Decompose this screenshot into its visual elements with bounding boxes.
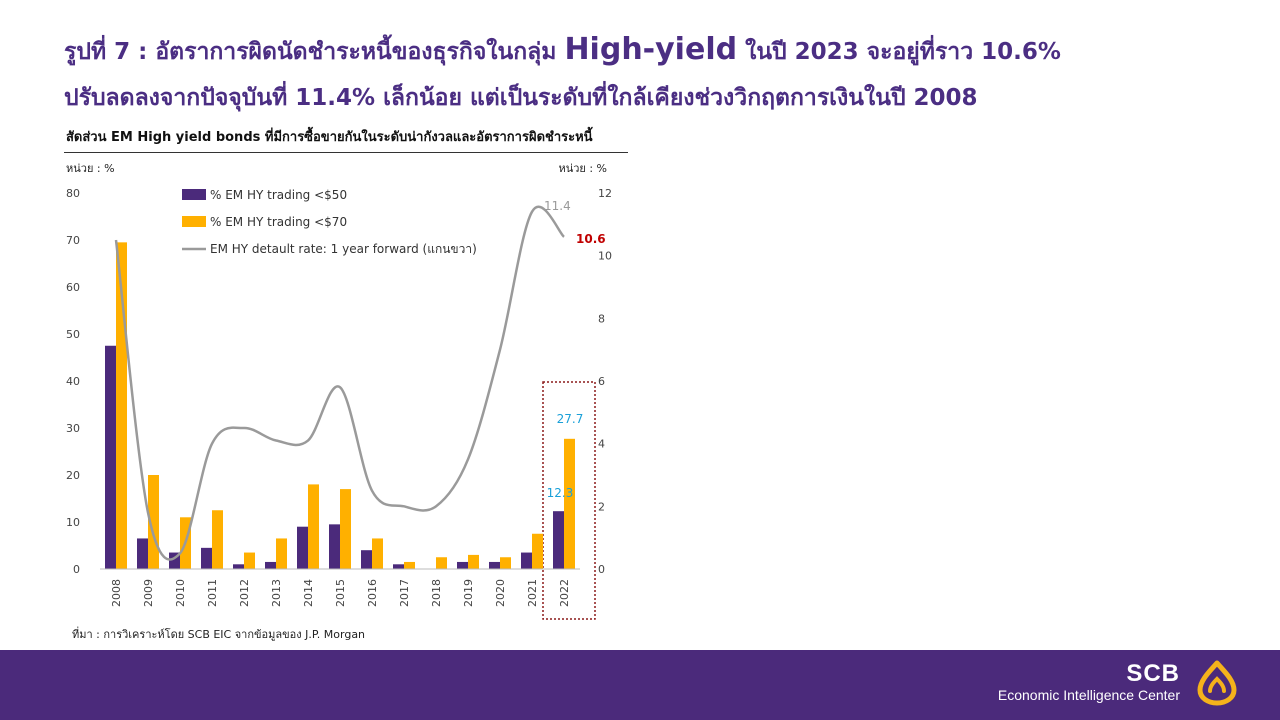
- y-right-tick-label: 4: [598, 438, 605, 451]
- legend-label-under-50: % EM HY trading <$50: [210, 188, 347, 202]
- bar-trading-under-70: [500, 557, 511, 569]
- bar-trading-under-70: [468, 554, 479, 569]
- x-tick-label: 2021: [526, 579, 539, 607]
- y-right-tick-label: 0: [598, 563, 605, 576]
- y-right-tick-label: 2: [598, 500, 605, 513]
- bar-trading-under-50: [553, 511, 564, 569]
- x-tick-label: 2016: [366, 579, 379, 607]
- headline-line-1: รูปที่ 7 : อัตราการผิดนัดชำระหนี้ของธุรก…: [64, 32, 1244, 70]
- y-left-tick-label: 30: [66, 422, 80, 435]
- y-left-tick-label: 40: [66, 375, 80, 388]
- headline-suffix: ในปี 2023 จะอยู่ที่ราว 10.6%: [737, 39, 1061, 65]
- data-label-2022-under-70: 27.7: [557, 412, 584, 426]
- bar-trading-under-50: [297, 526, 308, 569]
- bar-trading-under-70: [148, 475, 159, 569]
- y-left-tick-label: 20: [66, 469, 80, 482]
- bar-trading-under-70: [372, 538, 383, 569]
- source-note: ที่มา : การวิเคราะห์โดย SCB EIC จากข้อมู…: [72, 628, 366, 641]
- data-label-2022-default-rate: 10.6: [576, 232, 606, 246]
- right-axis-unit: หน่วย : %: [558, 162, 607, 175]
- bar-trading-under-50: [233, 564, 244, 569]
- x-tick-label: 2022: [558, 579, 571, 607]
- bar-trading-under-50: [169, 552, 180, 569]
- y-right-tick-label: 8: [598, 312, 605, 325]
- legend-swatch-under-50: [182, 189, 206, 200]
- bar-trading-under-70: [276, 538, 287, 569]
- left-axis-unit: หน่วย : %: [66, 162, 115, 175]
- y-right-tick-label: 10: [598, 250, 612, 263]
- headline-emphasis: High-yield: [564, 32, 738, 67]
- data-label-2021-default-rate: 11.4: [544, 199, 571, 213]
- default-rate-line: [114, 205, 565, 561]
- bar-trading-under-70: [436, 557, 447, 569]
- brand-unit: Economic Intelligence Center: [997, 687, 1180, 703]
- bar-trading-under-50: [265, 561, 276, 569]
- x-tick-label: 2020: [494, 579, 507, 607]
- bar-trading-under-50: [361, 550, 372, 569]
- x-tick-label: 2009: [142, 579, 155, 607]
- x-tick-label: 2017: [398, 579, 411, 607]
- bar-trading-under-70: [564, 438, 575, 569]
- bar-trading-under-70: [212, 510, 223, 569]
- y-left-tick-label: 10: [66, 516, 80, 529]
- scb-logo-icon: [1197, 660, 1237, 706]
- x-tick-label: 2013: [270, 579, 283, 607]
- x-tick-label: 2018: [430, 579, 443, 607]
- x-tick-label: 2008: [110, 579, 123, 607]
- y-left-tick-label: 50: [66, 328, 80, 341]
- x-tick-label: 2010: [174, 579, 187, 607]
- bar-trading-under-50: [457, 561, 468, 569]
- x-tick-label: 2012: [238, 579, 251, 607]
- y-right-tick-label: 12: [598, 187, 612, 200]
- footer-band: [0, 650, 1280, 720]
- bar-trading-under-70: [244, 552, 255, 569]
- bar-trading-under-70: [116, 242, 127, 569]
- bar-trading-under-70: [532, 533, 543, 569]
- data-label-2022-under-50: 12.3: [547, 486, 574, 500]
- chart-title-rule: [64, 152, 628, 153]
- y-left-tick-label: 0: [73, 563, 80, 576]
- brand-name: SCB: [1126, 660, 1180, 687]
- x-tick-label: 2015: [334, 579, 347, 607]
- bar-trading-under-70: [308, 484, 319, 569]
- x-tick-label: 2011: [206, 579, 219, 607]
- bar-trading-under-70: [340, 489, 351, 569]
- chart: หน่วย : % หน่วย : % 0 10 20 30 40 50 60 70 80 0 2 4 6 8…: [66, 162, 612, 620]
- legend-label-default-rate: EM HY detault rate: 1 year forward (แกนข…: [210, 242, 477, 256]
- y-left-tick-label: 60: [66, 281, 80, 294]
- bar-trading-under-70: [404, 561, 415, 569]
- bar-trading-under-50: [521, 552, 532, 569]
- bar-trading-under-50: [105, 345, 116, 569]
- legend-swatch-under-70: [182, 216, 206, 227]
- bar-trading-under-50: [393, 564, 404, 569]
- bar-trading-under-50: [489, 561, 500, 569]
- headline-line-2: ปรับลดลงจากปัจจุบันที่ 11.4% เล็กน้อย แต…: [64, 85, 978, 111]
- y-left-tick-label: 80: [66, 187, 80, 200]
- headline-prefix: รูปที่ 7 : อัตราการผิดนัดชำระหนี้ของธุรก…: [64, 39, 565, 65]
- y-left-tick-label: 70: [66, 234, 80, 247]
- chart-title: สัดส่วน EM High yield bonds ที่มีการซื้อ…: [66, 130, 593, 145]
- bar-trading-under-50: [201, 547, 212, 569]
- y-right-tick-label: 6: [598, 375, 605, 388]
- x-tick-label: 2014: [302, 579, 315, 607]
- bar-trading-under-50: [137, 538, 148, 569]
- bar-trading-under-50: [329, 524, 340, 569]
- highlight-box: [542, 381, 596, 620]
- x-tick-label: 2019: [462, 579, 475, 607]
- legend-label-under-70: % EM HY trading <$70: [210, 215, 347, 229]
